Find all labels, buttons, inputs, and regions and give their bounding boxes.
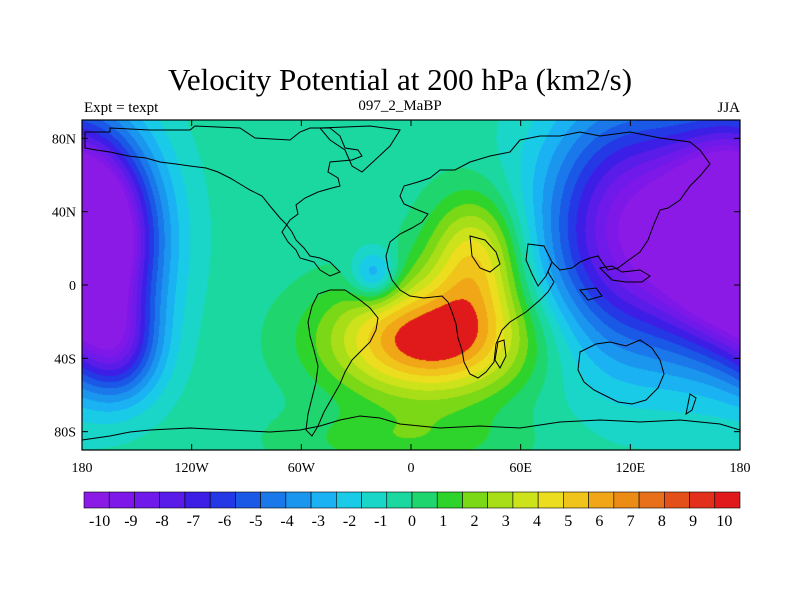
x-tick-label: 120W xyxy=(175,461,210,476)
colorbar-box xyxy=(664,491,690,509)
colorbar-label: -2 xyxy=(343,513,356,530)
colorbar-label: -5 xyxy=(249,513,262,530)
colorbar-box xyxy=(462,491,488,509)
season-label: JJA xyxy=(717,100,740,116)
colorbar-label: 7 xyxy=(627,513,635,530)
north-america-outline xyxy=(84,125,363,277)
colorbar-label: 2 xyxy=(470,513,478,530)
colorbar-box xyxy=(361,491,388,509)
colorbar-box xyxy=(108,491,135,509)
colorbar-label: 0 xyxy=(408,513,416,530)
y-tick-label: 80N xyxy=(52,132,76,147)
map-title: Velocity Potential at 200 hPa (km2/s) xyxy=(167,62,633,97)
colorbar-box xyxy=(563,491,589,509)
colorbar-box xyxy=(613,491,640,509)
colorbar-label: -1 xyxy=(374,513,387,530)
colorbar-label: 1 xyxy=(439,513,447,530)
colorbar: -10 -9 -8 -7 -6 -5 -4 -3 -2 -1 0 1 2 3 4 5 6 7 8 9 10 xyxy=(83,491,741,530)
madagascar-outline xyxy=(494,339,507,370)
colorbar-box xyxy=(537,491,564,509)
experiment-label: Expt = texpt xyxy=(84,100,159,116)
colorbar-box xyxy=(83,491,110,509)
colorbar-box xyxy=(209,491,236,509)
colorbar-label: -10 xyxy=(89,513,110,530)
colorbar-box xyxy=(184,491,211,509)
velocity-potential-field xyxy=(82,120,740,450)
latitude-axis: 80N 40N 0 40S 80S xyxy=(52,132,740,441)
colorbar-box xyxy=(638,491,665,509)
eurasia-africa-outline xyxy=(385,131,711,379)
colorbar-box xyxy=(512,491,539,509)
continent-outlines xyxy=(82,125,740,441)
colorbar-label: -8 xyxy=(155,513,168,530)
antarctica-outline xyxy=(82,415,740,441)
new-zealand-outline xyxy=(685,393,697,416)
x-tick-label: 60W xyxy=(288,461,316,476)
colorbar-label: 4 xyxy=(533,513,541,530)
greenland-outline xyxy=(318,125,401,173)
colorbar-box xyxy=(235,491,261,509)
india-outline xyxy=(525,243,553,287)
colorbar-label: -9 xyxy=(124,513,137,530)
colorbar-box xyxy=(285,491,312,509)
colorbar-label: 6 xyxy=(595,513,603,530)
colorbar-label: 9 xyxy=(689,513,697,530)
colorbar-box xyxy=(588,491,615,509)
y-tick-label: 80S xyxy=(54,426,76,441)
y-tick-label: 0 xyxy=(69,279,76,294)
australia-outline xyxy=(577,339,665,405)
colorbar-box xyxy=(411,491,438,509)
x-tick-label: 60E xyxy=(509,461,532,476)
colorbar-box xyxy=(134,491,160,509)
colorbar-label: 10 xyxy=(716,513,732,530)
colorbar-box xyxy=(159,491,186,509)
x-tick-label: 120E xyxy=(616,461,646,476)
colorbar-label: -6 xyxy=(218,513,231,530)
colorbar-box xyxy=(436,491,463,509)
colorbar-box xyxy=(689,491,716,509)
y-tick-label: 40N xyxy=(52,206,76,221)
colorbar-label: -4 xyxy=(280,513,293,530)
colorbar-label: 3 xyxy=(502,513,510,530)
case-label: 097_2_MaBP xyxy=(358,98,442,114)
colorbar-box xyxy=(336,491,362,509)
x-tick-label: 180 xyxy=(72,461,93,476)
arabia-outline xyxy=(469,235,501,273)
colorbar-label: 5 xyxy=(564,513,572,530)
x-tick-label: 0 xyxy=(408,461,415,476)
colorbar-box xyxy=(386,491,413,509)
longitude-axis: 180 120W 60W 0 60E 120E 180 xyxy=(72,120,751,476)
colorbar-box xyxy=(310,491,337,509)
colorbar-box xyxy=(260,491,287,509)
south-america-outline xyxy=(305,289,379,437)
colorbar-box xyxy=(714,491,741,509)
colorbar-box xyxy=(487,491,514,509)
colorbar-label: -3 xyxy=(312,513,325,530)
maritime-continent-outline xyxy=(579,265,651,301)
y-tick-label: 40S xyxy=(54,352,76,367)
colorbar-label: -7 xyxy=(187,513,200,530)
x-tick-label: 180 xyxy=(730,461,751,476)
colorbar-label: 8 xyxy=(658,513,666,530)
